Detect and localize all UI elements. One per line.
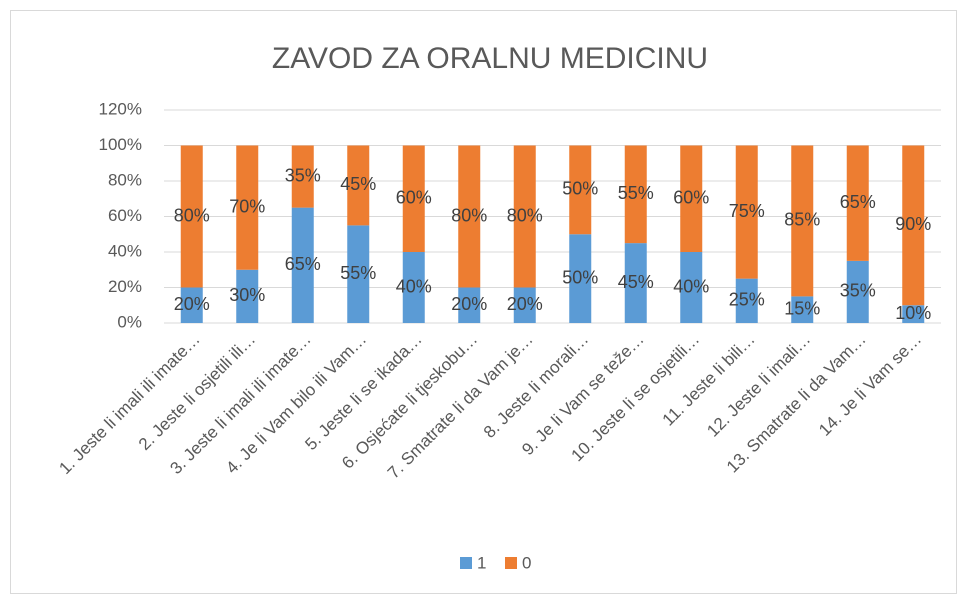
data-label: 55% xyxy=(340,263,376,283)
bar-segment xyxy=(236,269,259,323)
data-label: 90% xyxy=(895,214,931,234)
bar-segment xyxy=(347,225,370,323)
bar-segment xyxy=(735,145,758,279)
y-tick-label: 60% xyxy=(108,206,142,225)
bar-segment xyxy=(513,287,536,323)
data-label: 45% xyxy=(618,272,654,292)
data-label: 70% xyxy=(229,196,265,216)
bar-segment xyxy=(291,207,314,323)
data-label: 50% xyxy=(562,179,598,199)
data-label: 20% xyxy=(451,294,487,314)
data-label: 20% xyxy=(174,294,210,314)
bar-segment xyxy=(402,145,425,252)
bar-segment xyxy=(735,278,758,323)
bar-segment xyxy=(236,145,259,270)
bar-segment xyxy=(791,296,814,323)
chart-title: ZAVOD ZA ORALNU MEDICINU xyxy=(272,42,708,75)
bar-segment xyxy=(569,145,592,235)
data-label: 30% xyxy=(229,285,265,305)
y-tick-label: 120% xyxy=(99,99,142,118)
bar-segment xyxy=(624,243,647,323)
data-label: 65% xyxy=(285,254,321,274)
data-label: 15% xyxy=(784,298,820,318)
data-label: 50% xyxy=(562,267,598,287)
bar-segment xyxy=(624,145,647,244)
data-label: 40% xyxy=(673,276,709,296)
data-label: 80% xyxy=(451,205,487,225)
bar-segment xyxy=(846,145,869,261)
bar-segment xyxy=(402,252,425,323)
data-label: 60% xyxy=(673,188,709,208)
bar-segment xyxy=(680,252,703,323)
legend-swatch xyxy=(505,557,517,569)
data-label: 10% xyxy=(895,303,931,323)
bar-segment xyxy=(791,145,814,297)
y-tick-label: 20% xyxy=(108,277,142,296)
data-label: 40% xyxy=(396,276,432,296)
data-label: 85% xyxy=(784,210,820,230)
y-tick-label: 80% xyxy=(108,170,142,189)
legend-label: 0 xyxy=(522,553,531,572)
bar-segment xyxy=(180,287,203,323)
data-label: 60% xyxy=(396,188,432,208)
y-tick-label: 100% xyxy=(99,135,142,154)
y-tick-label: 0% xyxy=(117,312,142,331)
data-label: 80% xyxy=(174,205,210,225)
data-label: 75% xyxy=(729,201,765,221)
bar-segment xyxy=(513,145,536,288)
data-label: 65% xyxy=(840,192,876,212)
bar-segment xyxy=(846,260,869,323)
bar-segment xyxy=(680,145,703,252)
bar-segment xyxy=(902,145,925,306)
bar-segment xyxy=(291,145,314,208)
data-label: 25% xyxy=(729,290,765,310)
data-label: 20% xyxy=(507,294,543,314)
data-label: 35% xyxy=(285,165,321,185)
data-label: 35% xyxy=(840,281,876,301)
y-tick-label: 40% xyxy=(108,241,142,260)
data-label: 45% xyxy=(340,174,376,194)
data-label: 55% xyxy=(618,183,654,203)
legend-label: 1 xyxy=(477,553,486,572)
bar-segment xyxy=(180,145,203,288)
bar-segment xyxy=(347,145,370,226)
legend-swatch xyxy=(460,557,472,569)
bar-segment xyxy=(902,305,925,323)
bar-segment xyxy=(458,287,481,323)
data-label: 80% xyxy=(507,205,543,225)
bar-segment xyxy=(458,145,481,288)
bar-segment xyxy=(569,234,592,323)
